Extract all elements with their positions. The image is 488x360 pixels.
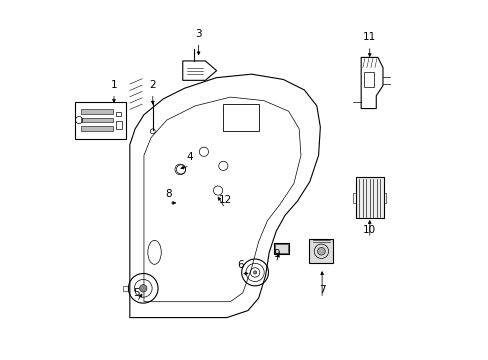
Text: 4: 4 (186, 152, 193, 162)
Text: 5: 5 (133, 288, 140, 298)
Circle shape (317, 247, 325, 255)
Text: 6: 6 (237, 260, 244, 270)
Bar (383, 193, 386, 203)
Text: 8: 8 (165, 189, 172, 199)
Text: 10: 10 (363, 225, 376, 235)
Bar (352, 193, 355, 203)
Bar (273, 243, 289, 254)
Text: 2: 2 (149, 80, 156, 90)
Bar (123, 285, 127, 291)
Circle shape (253, 271, 256, 274)
Bar (274, 244, 287, 253)
Text: 11: 11 (363, 32, 376, 42)
Polygon shape (81, 118, 113, 122)
Bar (116, 112, 121, 116)
Polygon shape (81, 126, 113, 131)
Bar (363, 72, 373, 87)
Bar (309, 239, 333, 263)
Bar (223, 104, 258, 131)
Circle shape (139, 285, 147, 292)
Bar (355, 177, 383, 218)
Bar (116, 121, 122, 129)
Text: 12: 12 (218, 195, 231, 205)
Text: 1: 1 (110, 80, 117, 90)
Text: 7: 7 (318, 285, 325, 294)
Text: 3: 3 (195, 29, 202, 39)
Text: 9: 9 (272, 249, 279, 259)
Polygon shape (81, 109, 113, 114)
